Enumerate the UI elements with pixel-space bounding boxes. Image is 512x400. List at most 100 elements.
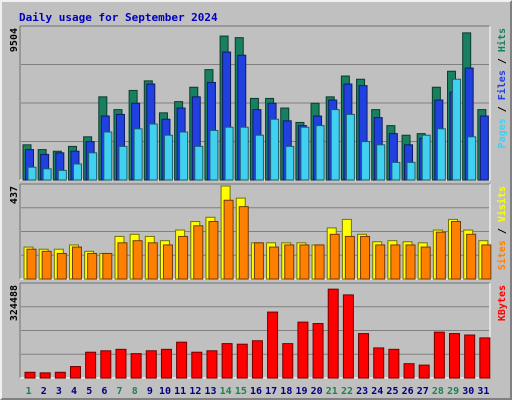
bar-pages-day-11: [179, 131, 189, 181]
bar-sites-day-22: [344, 235, 355, 280]
bar-pages-day-6: [103, 131, 113, 181]
bar-pages-day-24: [376, 144, 386, 181]
bar-pages-day-22: [345, 113, 355, 181]
bar-sites-day-17: [269, 246, 280, 280]
bar-kbytes-day-24: [373, 347, 385, 379]
legend-visits: Visits: [496, 186, 508, 222]
bar-pages-day-1: [27, 166, 37, 181]
bar-sites-day-19: [299, 244, 310, 280]
bar-kbytes-day-16: [251, 340, 263, 379]
bar-sites-day-5: [87, 252, 98, 280]
bar-kbytes-day-18: [282, 343, 294, 379]
bar-sites-day-3: [56, 252, 67, 280]
axis-legend-visitors: Sites / Visits: [496, 186, 508, 270]
bar-kbytes-day-31: [479, 337, 491, 379]
legend-kbytes: KBytes: [497, 285, 508, 321]
bar-pages-day-23: [361, 141, 371, 181]
bar-pages-day-3: [57, 169, 67, 181]
x-tick-label: 4: [71, 386, 77, 397]
bar-pages-day-5: [88, 152, 98, 181]
x-tick-label: 20: [311, 386, 323, 397]
x-tick-label: 15: [235, 386, 247, 397]
legend-separator: /: [497, 52, 508, 70]
x-tick-label: 2: [41, 386, 47, 397]
bar-pages-day-7: [118, 145, 128, 181]
bar-kbytes-day-9: [145, 350, 157, 379]
x-tick-label: 17: [265, 386, 277, 397]
bar-kbytes-day-14: [221, 343, 233, 379]
bar-kbytes-day-6: [100, 350, 112, 379]
x-tick-label: 29: [447, 386, 459, 397]
bar-kbytes-day-17: [267, 311, 279, 379]
x-tick-label: 25: [386, 386, 398, 397]
x-tick-label: 3: [56, 386, 62, 397]
bar-pages-day-25: [391, 161, 401, 181]
y-max-label: 437: [9, 186, 20, 204]
x-tick-label: 12: [189, 386, 201, 397]
x-tick-label: 26: [402, 386, 414, 397]
y-max-label: 324488: [9, 285, 20, 321]
bar-pages-day-20: [315, 125, 325, 181]
x-tick-label: 18: [280, 386, 292, 397]
bar-sites-day-21: [329, 233, 340, 280]
bar-sites-day-15: [238, 206, 249, 280]
y-max-label: 9504: [9, 28, 20, 52]
x-tick-label: 23: [356, 386, 368, 397]
bar-sites-day-13: [208, 221, 219, 280]
bar-kbytes-day-26: [403, 363, 415, 379]
bar-pages-day-13: [209, 129, 219, 181]
bar-pages-day-19: [300, 126, 310, 181]
x-tick-label: 7: [117, 386, 123, 397]
panel-kbytes: 324488 KBytes: [9, 282, 508, 379]
bar-pages-day-27: [421, 134, 431, 181]
bar-pages-day-16: [254, 134, 264, 181]
bar-pages-day-4: [72, 163, 82, 181]
bar-files-day-31: [479, 115, 489, 181]
bar-pages-day-9: [148, 123, 158, 181]
bar-kbytes-day-28: [433, 331, 445, 379]
bar-sites-day-7: [117, 242, 128, 280]
x-tick-label: 5: [86, 386, 92, 397]
axis-legend-traffic: Pages / Files / Hits: [496, 28, 508, 148]
x-tick-label: 8: [132, 386, 138, 397]
x-tick-label: 13: [204, 386, 216, 397]
bar-sites-day-31: [481, 244, 492, 280]
bar-pages-day-10: [163, 134, 173, 181]
panel-traffic: 9504 Pages / Files / Hits: [9, 25, 508, 181]
bar-kbytes-day-13: [206, 350, 218, 379]
bar-sites-day-12: [193, 225, 204, 280]
legend-hits: Hits: [496, 28, 508, 52]
bar-sites-day-24: [375, 244, 386, 280]
bar-kbytes-day-19: [297, 321, 309, 379]
bar-sites-day-20: [314, 244, 325, 280]
bar-sites-day-29: [451, 221, 462, 280]
bar-sites-day-8: [132, 240, 143, 280]
x-tick-label: 11: [174, 386, 186, 397]
bar-kbytes-day-7: [115, 348, 127, 379]
bar-kbytes-day-29: [449, 333, 461, 379]
bar-sites-day-9: [147, 242, 158, 280]
x-tick-label: 9: [147, 386, 153, 397]
legend-files: Files: [496, 70, 508, 100]
bar-kbytes-day-23: [358, 333, 370, 379]
bar-sites-day-26: [405, 244, 416, 280]
x-tick-label: 14: [220, 386, 232, 397]
bar-kbytes-day-15: [236, 343, 248, 379]
bar-sites-day-28: [435, 231, 446, 280]
x-tick-label: 6: [101, 386, 107, 397]
bar-kbytes-day-1: [24, 371, 36, 379]
bar-kbytes-day-11: [176, 341, 188, 379]
chart-title: Daily usage for September 2024: [19, 11, 218, 24]
panel-visitors: 437 Sites / Visits: [9, 183, 508, 280]
x-tick-label: 19: [295, 386, 307, 397]
x-tick-label: 30: [462, 386, 474, 397]
axis-legend-kbytes: KBytes: [497, 285, 508, 321]
bar-sites-day-30: [466, 233, 477, 280]
bar-kbytes-day-2: [39, 372, 51, 379]
bar-pages-day-29: [452, 78, 462, 181]
bar-pages-day-17: [270, 118, 280, 181]
legend-separator: /: [497, 100, 508, 118]
x-tick-label: 31: [477, 386, 489, 397]
x-tick-label: 28: [432, 386, 444, 397]
bar-sites-day-2: [41, 250, 52, 280]
